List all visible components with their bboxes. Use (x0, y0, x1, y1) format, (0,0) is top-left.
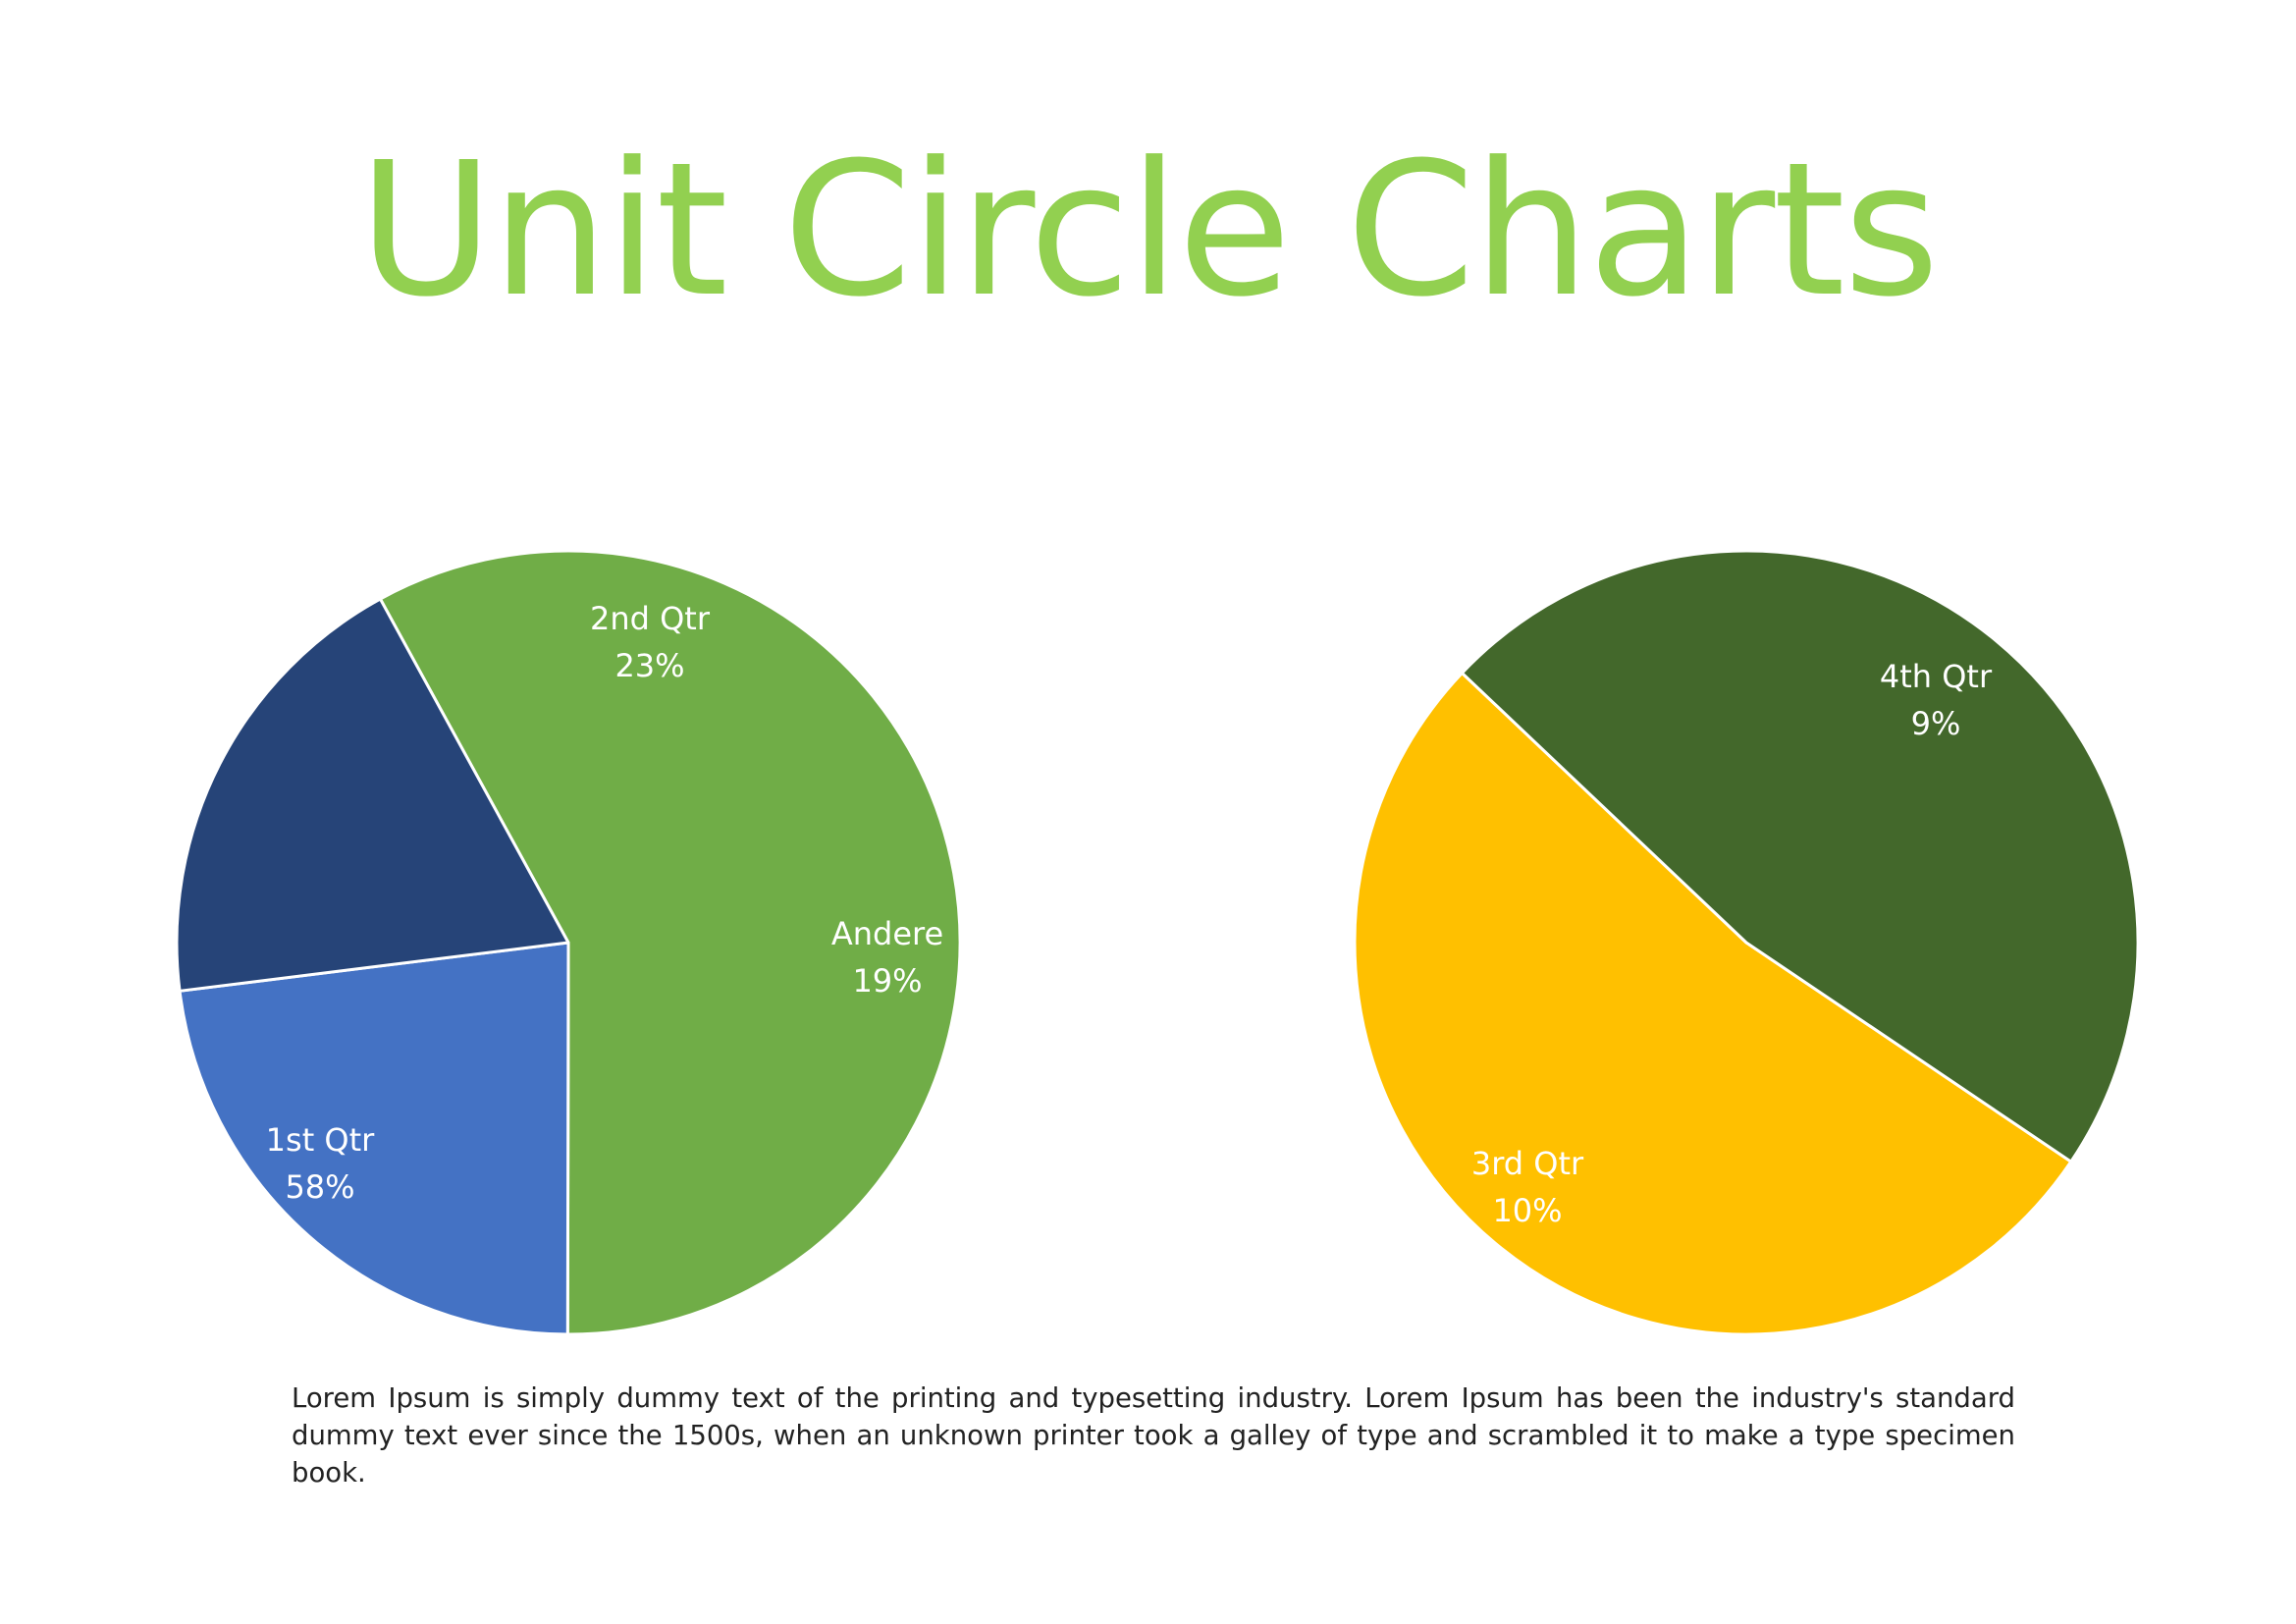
pie-slice-4th-qtr (1460, 549, 2140, 1164)
pie-slice-andere (175, 597, 570, 993)
slice-label-3rd-qtr: 3rd Qtr (1471, 1145, 1584, 1182)
slice-percent-4th-qtr: 9% (1911, 705, 1961, 742)
pie-slice-1st-qtr (378, 549, 962, 1336)
slice-percent-andere: 19% (852, 962, 922, 1000)
slice-label-1st-qtr: 1st Qtr (266, 1121, 375, 1159)
body-paragraph: Lorem Ipsum is simply dummy text of the … (292, 1382, 2015, 1489)
slice-label-2nd-qtr: 2nd Qtr (590, 600, 711, 637)
page-title: Unit Circle Charts (358, 123, 1940, 338)
pie-slice-3rd-qtr (1353, 671, 2073, 1336)
pie-chart-left: 1st Qtr 58% 2nd Qtr 23% Andere 19% (175, 549, 962, 1336)
slice-percent-2nd-qtr: 23% (614, 647, 684, 684)
pie-slice-2nd-qtr (178, 941, 570, 1336)
slice-percent-3rd-qtr: 10% (1492, 1192, 1562, 1229)
slice-label-4th-qtr: 4th Qtr (1880, 658, 1993, 695)
slice-label-andere: Andere (831, 915, 943, 952)
pie-chart-right: 3rd Qtr 10% 4th Qtr 9% (1353, 549, 2140, 1336)
slice-percent-1st-qtr: 58% (285, 1168, 354, 1206)
